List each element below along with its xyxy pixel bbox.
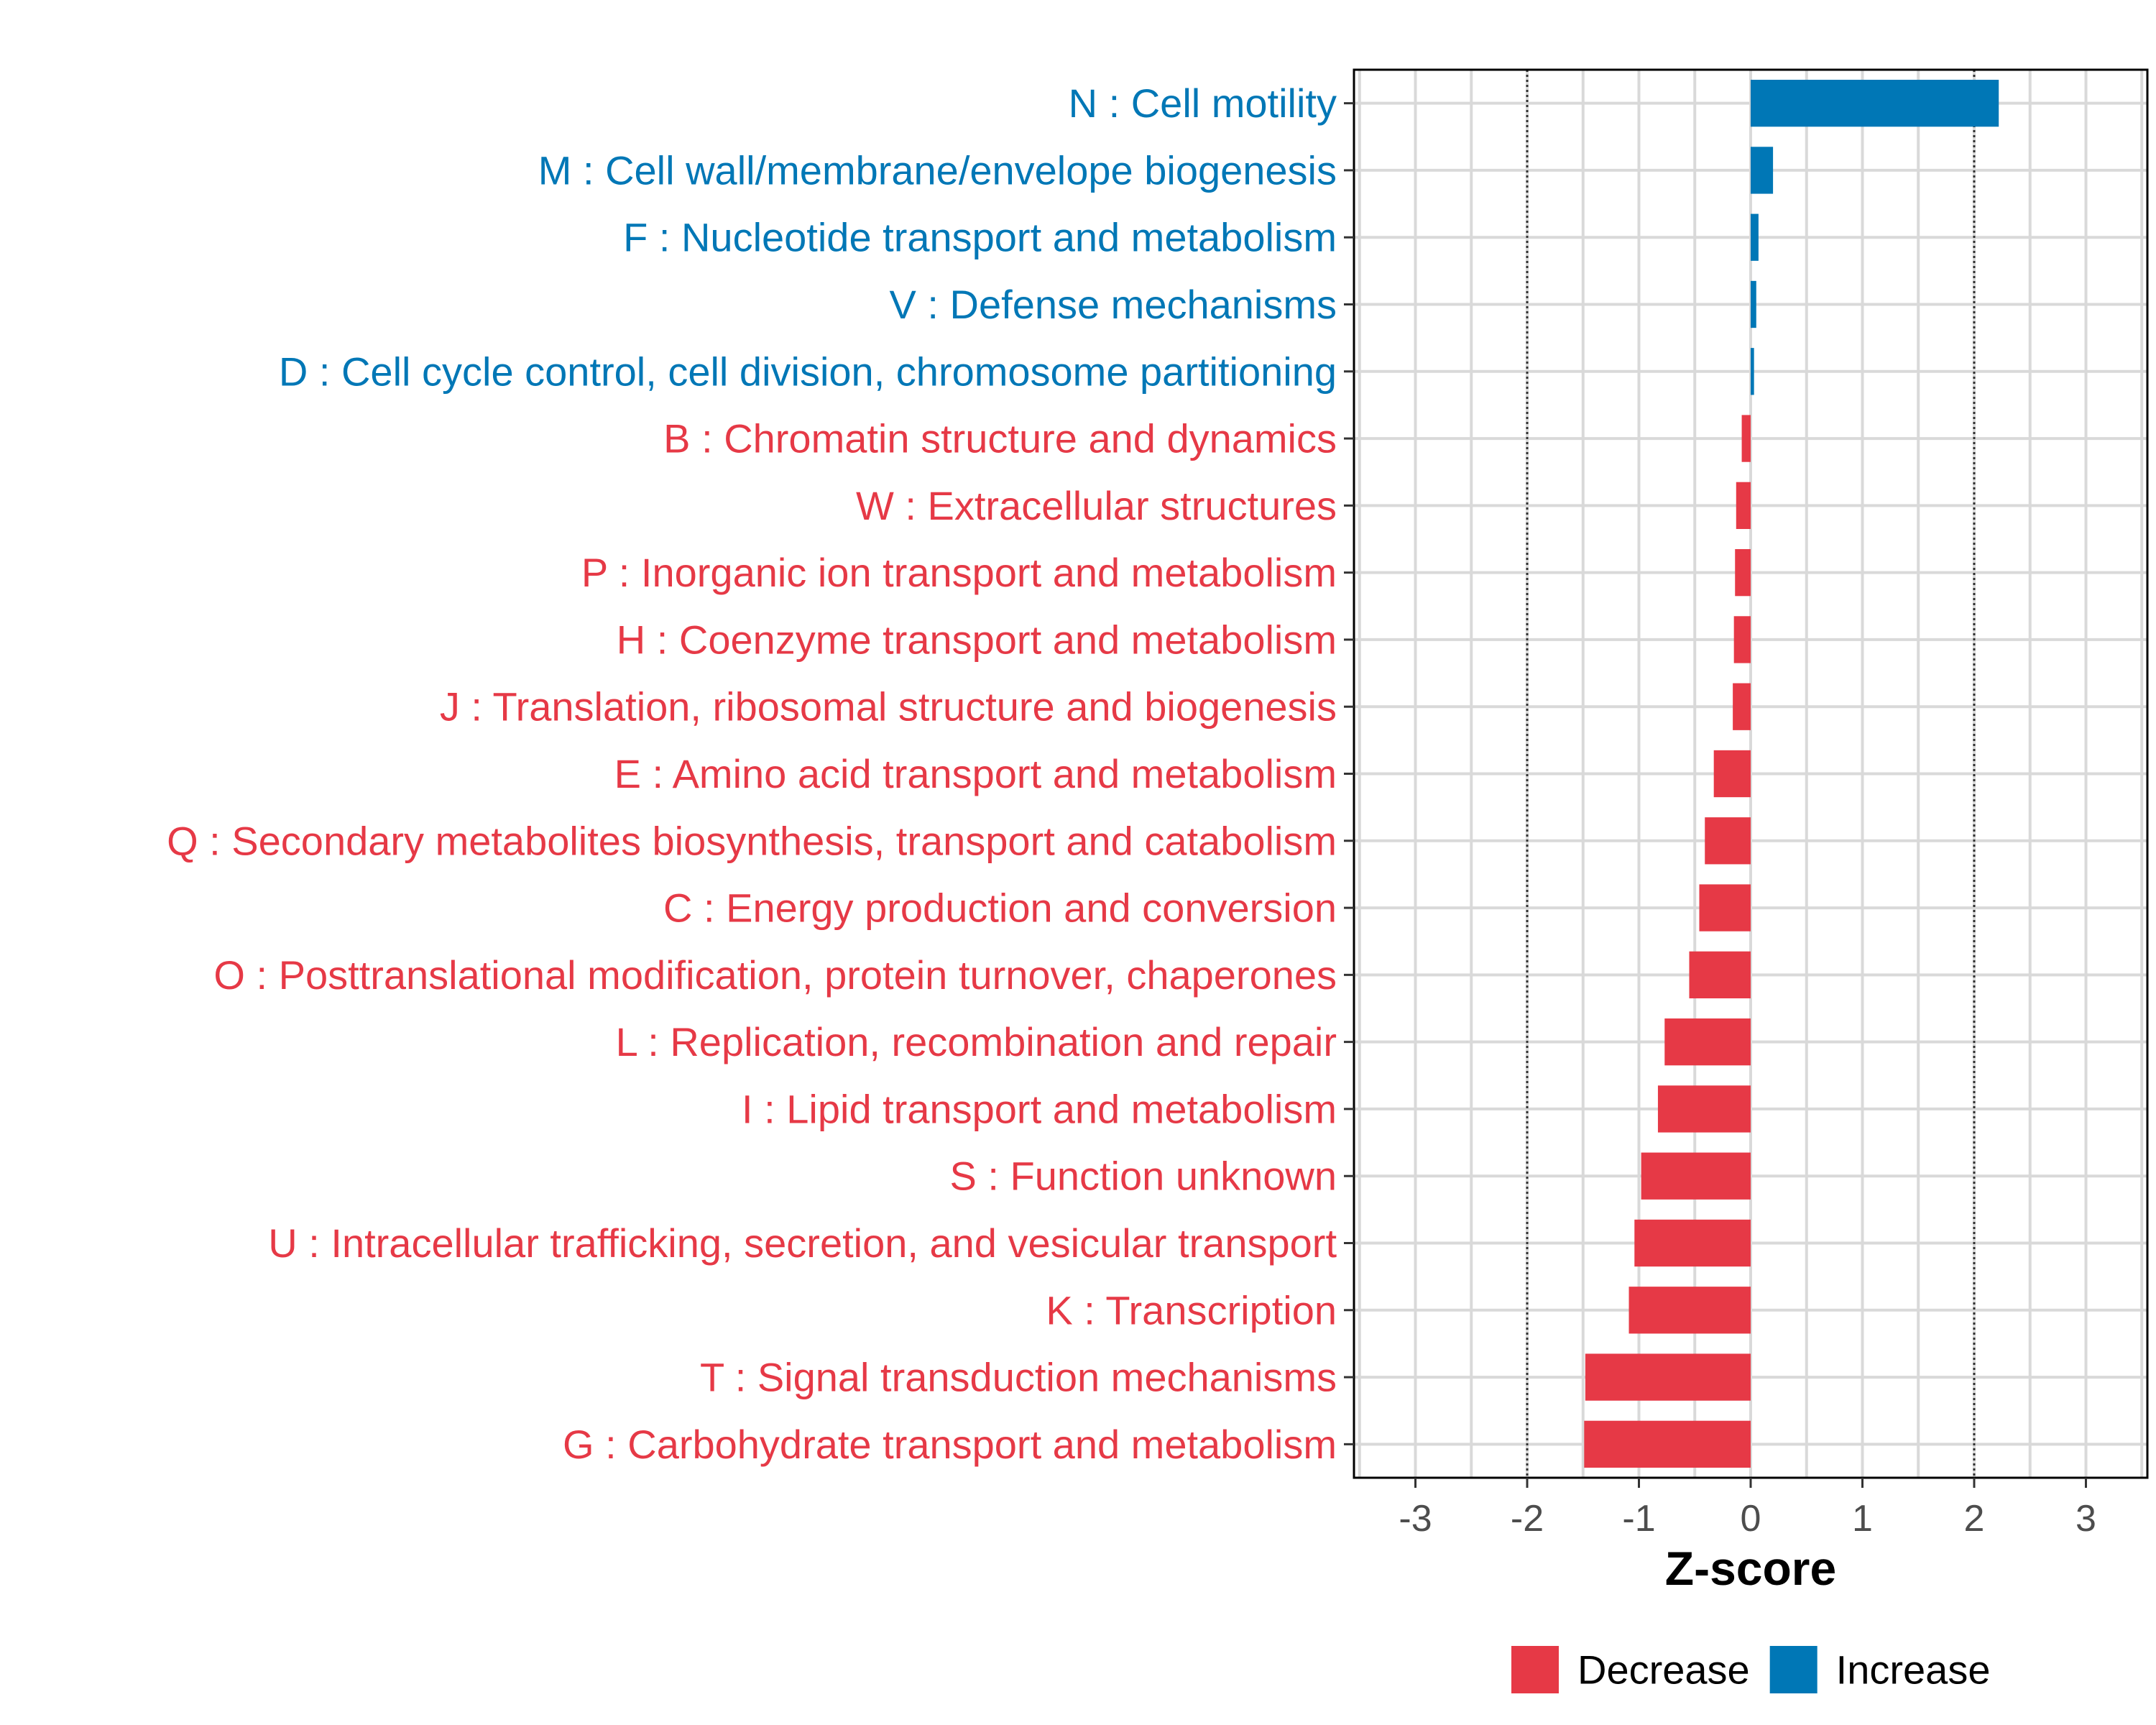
category-label: K : Transcription <box>1046 1287 1337 1333</box>
category-label: V : Defense mechanisms <box>890 282 1337 327</box>
bar <box>1751 79 1999 127</box>
legend: Decrease Increase <box>1511 1646 1990 1693</box>
bar <box>1634 1219 1751 1267</box>
x-tick-label: 3 <box>2076 1498 2096 1540</box>
x-tick-label: 2 <box>1964 1498 1985 1540</box>
category-label: P : Inorganic ion transport and metaboli… <box>581 550 1337 595</box>
bar <box>1664 1018 1751 1066</box>
category-label: E : Amino acid transport and metabolism <box>614 751 1337 796</box>
legend-swatch <box>1511 1646 1559 1693</box>
category-label: M : Cell wall/membrane/envelope biogenes… <box>538 147 1337 193</box>
category-label: W : Extracellular structures <box>856 483 1337 528</box>
category-label: D : Cell cycle control, cell division, c… <box>279 349 1337 394</box>
bar <box>1735 548 1751 597</box>
category-label: Q : Secondary metabolites biosynthesis, … <box>167 818 1337 863</box>
category-label: O : Posttranslational modification, prot… <box>213 952 1337 998</box>
x-tick-label: -1 <box>1622 1498 1655 1540</box>
y-axis: N : Cell motility M : Cell wall/membrane/… <box>167 80 1354 1467</box>
category-label: N : Cell motility <box>1069 80 1337 126</box>
x-axis: -3 -2 -1 0 1 2 3 <box>1399 1478 2096 1540</box>
category-label: H : Coenzyme transport and metabolism <box>617 617 1337 662</box>
category-label: T : Signal transduction mechanisms <box>700 1355 1337 1400</box>
bar <box>1657 1085 1751 1133</box>
bar <box>1641 1152 1751 1200</box>
bar <box>1699 884 1751 932</box>
bars <box>1584 79 1999 1468</box>
category-label: B : Chromatin structure and dynamics <box>663 416 1337 461</box>
x-tick-label: 1 <box>1852 1498 1873 1540</box>
legend-label: Increase <box>1836 1647 1991 1693</box>
bar <box>1751 280 1756 328</box>
grid <box>1354 70 2147 1478</box>
category-label: U : Intracellular trafficking, secretion… <box>268 1220 1337 1266</box>
category-label: I : Lipid transport and metabolism <box>742 1086 1337 1131</box>
category-label: S : Function unknown <box>949 1154 1337 1199</box>
bar <box>1584 1420 1751 1468</box>
bar <box>1713 750 1751 798</box>
bar <box>1705 817 1751 865</box>
bar <box>1751 147 1774 194</box>
x-tick-label: -2 <box>1511 1498 1544 1540</box>
bar <box>1585 1353 1751 1401</box>
category-label: F : Nucleotide transport and metabolism <box>623 215 1337 260</box>
bar <box>1751 213 1759 261</box>
x-tick-label: 0 <box>1741 1498 1761 1540</box>
bar <box>1733 616 1751 663</box>
category-label: C : Energy production and conversion <box>663 886 1337 931</box>
bar <box>1736 482 1751 530</box>
legend-label: Decrease <box>1577 1647 1750 1693</box>
category-label: G : Carbohydrate transport and metabolis… <box>563 1422 1337 1467</box>
category-label: J : Translation, ribosomal structure and… <box>440 684 1337 730</box>
bar <box>1733 683 1751 730</box>
legend-swatch <box>1769 1646 1818 1693</box>
x-axis-title: Z-score <box>1665 1542 1836 1595</box>
x-tick-label: -3 <box>1399 1498 1432 1540</box>
bar <box>1751 348 1754 395</box>
category-label: L : Replication, recombination and repai… <box>616 1019 1337 1064</box>
bar <box>1628 1287 1751 1334</box>
bar <box>1741 415 1751 462</box>
reference-lines <box>1526 70 1976 1478</box>
bar <box>1689 951 1751 999</box>
